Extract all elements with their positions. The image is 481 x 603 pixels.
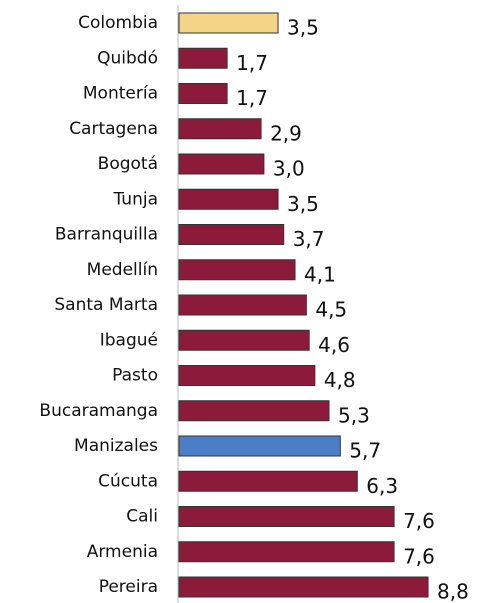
bar xyxy=(178,12,279,34)
category-label: Bucaramanga xyxy=(39,401,158,421)
value-label: 1,7 xyxy=(236,51,268,75)
bar xyxy=(178,506,395,527)
value-label: 4,5 xyxy=(315,298,347,322)
value-label: 3,5 xyxy=(287,192,319,216)
bar xyxy=(178,83,228,104)
bar xyxy=(178,541,395,563)
category-label: Medellín xyxy=(87,260,158,280)
bar xyxy=(178,294,307,316)
bar xyxy=(178,470,358,492)
category-label: Armenia xyxy=(87,542,158,562)
category-label: Quibdó xyxy=(97,48,158,68)
value-label: 8,8 xyxy=(437,580,469,603)
category-label: Tunja xyxy=(113,189,159,209)
bar xyxy=(178,153,265,175)
category-label: Pasto xyxy=(112,366,158,386)
value-label: 3,5 xyxy=(287,16,319,40)
value-label: 7,6 xyxy=(403,509,435,533)
bar xyxy=(178,188,279,210)
bar xyxy=(178,47,228,69)
category-label: Ibagué xyxy=(100,330,158,350)
value-label: 2,9 xyxy=(270,121,302,145)
bar xyxy=(178,118,262,140)
value-label: 4,8 xyxy=(324,368,356,392)
value-label: 3,0 xyxy=(273,157,305,181)
category-label: Pereira xyxy=(99,577,158,597)
value-label: 4,6 xyxy=(318,333,350,357)
value-label: 5,7 xyxy=(349,439,381,463)
value-label: 3,7 xyxy=(293,227,325,251)
value-label: 5,3 xyxy=(338,403,370,427)
bar xyxy=(178,329,310,351)
value-label: 4,1 xyxy=(304,262,336,286)
bar xyxy=(178,576,429,598)
bar xyxy=(178,259,296,281)
category-label: Montería xyxy=(83,84,158,104)
bar xyxy=(178,365,316,386)
category-label: Manizales xyxy=(74,436,158,456)
category-label: Bogotá xyxy=(98,154,158,174)
bar xyxy=(178,435,341,457)
value-label: 1,7 xyxy=(236,86,268,110)
value-label: 6,3 xyxy=(366,474,398,498)
category-label: Santa Marta xyxy=(54,295,158,315)
category-label: Cúcuta xyxy=(98,471,158,491)
category-label: Cartagena xyxy=(69,119,158,139)
value-label: 7,6 xyxy=(403,544,435,568)
bar xyxy=(178,400,330,422)
bar xyxy=(178,224,285,245)
category-label: Cali xyxy=(126,507,158,527)
category-label: Barranquilla xyxy=(55,225,158,245)
category-label: Colombia xyxy=(78,13,158,33)
